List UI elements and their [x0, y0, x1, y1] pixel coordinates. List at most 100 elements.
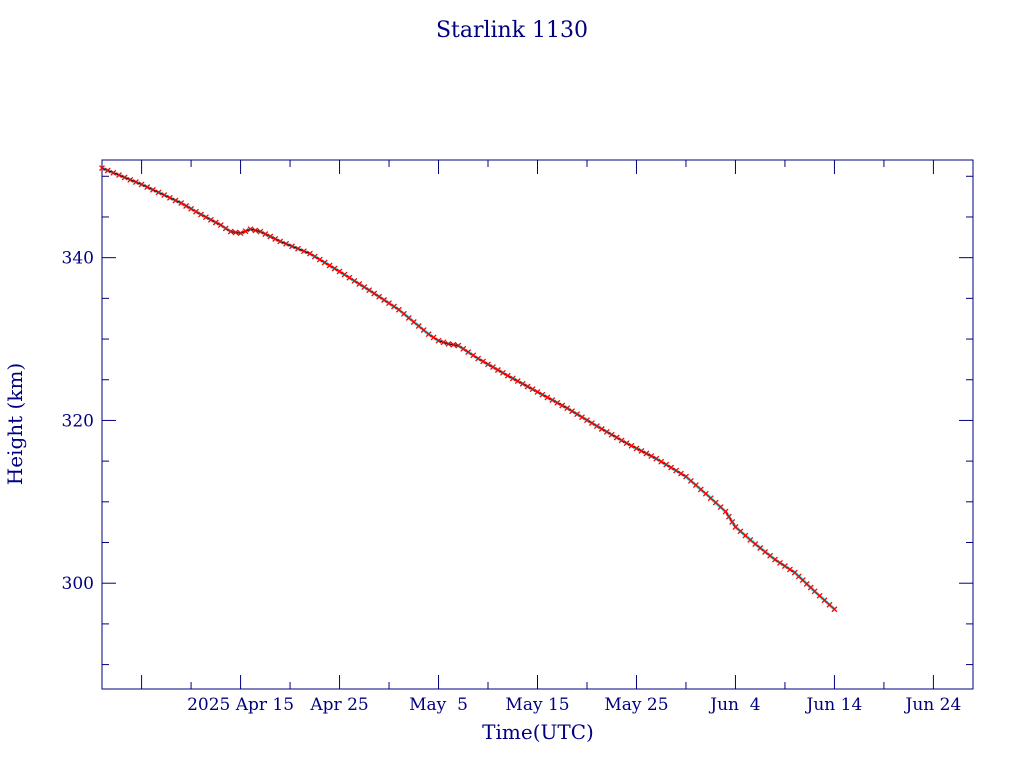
data-point-marker — [435, 337, 442, 344]
data-point-marker — [559, 402, 566, 409]
data-point-marker — [628, 442, 635, 449]
data-point-marker — [485, 361, 491, 368]
data-point-marker — [381, 297, 388, 303]
x-tick-label: May 5 — [409, 695, 468, 715]
data-point-marker — [648, 453, 655, 460]
data-point-marker — [465, 349, 472, 356]
data-point-marker — [732, 524, 739, 530]
data-point-marker — [826, 601, 833, 608]
data-point-marker — [376, 293, 383, 300]
data-point-marker — [762, 548, 769, 555]
data-point-marker — [831, 606, 838, 613]
data-point-marker — [584, 417, 590, 424]
data-point-marker — [480, 358, 487, 365]
data-point-marker — [470, 352, 477, 359]
data-point-marker — [742, 532, 749, 539]
data-point-marker — [593, 423, 600, 430]
data-point-marker — [110, 169, 117, 176]
data-point-marker — [494, 367, 501, 373]
data-point-marker — [178, 200, 185, 207]
series-line — [101, 167, 835, 610]
data-point-marker — [326, 262, 333, 269]
data-point-marker — [772, 556, 778, 563]
data-point-marker — [539, 391, 546, 398]
data-point-marker — [252, 227, 259, 234]
y-tick-labels: 300 320 340 — [62, 249, 94, 595]
data-point-marker — [405, 314, 412, 321]
data-point-marker — [569, 408, 576, 415]
data-point-marker — [707, 495, 714, 502]
data-point-marker — [227, 228, 234, 235]
data-point-marker — [166, 194, 173, 201]
data-point-marker — [767, 552, 774, 559]
data-point-marker — [295, 245, 301, 252]
data-point-marker — [430, 334, 437, 341]
data-point-marker — [99, 165, 105, 172]
x-tick-label: Apr 25 — [309, 695, 368, 715]
data-point-marker — [217, 222, 224, 229]
data-point-marker — [121, 174, 128, 181]
data-point-marker — [781, 563, 788, 570]
data-point-marker — [579, 414, 585, 421]
data-point-marker — [346, 274, 353, 281]
data-point-marker — [138, 181, 145, 188]
data-point-marker — [183, 203, 190, 209]
data-point-marker — [712, 499, 719, 506]
data-point-marker — [509, 375, 516, 382]
y-tick-label: 320 — [62, 411, 94, 431]
data-point-marker — [311, 253, 318, 260]
data-point-marker — [564, 405, 571, 412]
data-point-marker — [673, 467, 680, 474]
data-point-marker — [697, 486, 704, 493]
data-point-marker — [668, 464, 675, 471]
data-point-marker — [212, 219, 219, 226]
data-point-marker — [321, 259, 328, 266]
data-point-marker — [574, 411, 581, 418]
data-point-marker — [132, 179, 139, 186]
series-highlight-line — [101, 166, 836, 611]
data-point-marker — [519, 380, 526, 387]
data-point-marker — [737, 528, 744, 535]
x-tick-label: 2025 Apr 15 — [187, 695, 294, 715]
x-axis-label: Time(UTC) — [482, 720, 594, 744]
data-point-marker — [144, 184, 151, 191]
data-point-marker — [341, 271, 348, 278]
data-point-marker — [202, 214, 209, 221]
data-point-marker — [786, 566, 793, 573]
data-point-marker — [222, 225, 229, 232]
data-point-marker — [618, 437, 625, 444]
data-point-marker — [415, 323, 422, 329]
data-point-marker — [529, 386, 536, 393]
y-tick-label: 300 — [62, 574, 94, 594]
series-layer — [99, 165, 838, 613]
data-point-marker — [336, 268, 343, 275]
data-point-marker — [638, 447, 645, 454]
x-tick-label: Jun 24 — [904, 695, 962, 715]
data-point-marker — [267, 233, 274, 240]
data-point-marker — [300, 248, 307, 255]
data-point-marker — [490, 364, 496, 371]
data-point-marker — [554, 399, 561, 406]
y-axis-label: Height (km) — [3, 363, 27, 485]
data-point-marker — [613, 434, 620, 441]
data-point-marker — [395, 306, 402, 313]
data-point-marker — [242, 228, 249, 235]
data-point-marker — [524, 383, 531, 390]
data-point-marker — [272, 235, 279, 242]
data-point-marker — [747, 536, 754, 543]
data-point-marker — [811, 588, 818, 595]
data-point-marker — [687, 477, 694, 484]
data-point-marker — [386, 300, 392, 307]
data-point-marker — [331, 265, 338, 272]
y-tick-label: 340 — [62, 249, 94, 269]
data-point-marker — [633, 445, 640, 452]
x-tick-label: May 25 — [604, 695, 668, 715]
data-point-marker — [116, 172, 122, 179]
data-point-marker — [549, 397, 556, 404]
data-point-marker — [692, 482, 699, 489]
data-point-marker — [678, 470, 684, 477]
data-point-marker — [232, 229, 239, 236]
data-point-marker — [277, 238, 284, 245]
